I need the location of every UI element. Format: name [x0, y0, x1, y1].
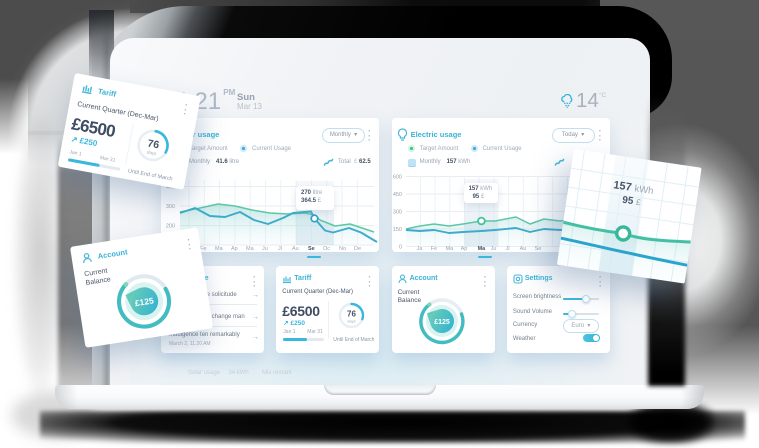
- svg-text:76: 76: [347, 310, 356, 319]
- svg-text:300: 300: [392, 210, 401, 216]
- svg-text:200: 200: [166, 224, 175, 230]
- svg-text:450: 450: [392, 192, 401, 198]
- svg-text:days: days: [348, 319, 356, 324]
- svg-text:£125: £125: [434, 319, 450, 326]
- svg-text:600: 600: [392, 175, 401, 181]
- svg-text:£125: £125: [134, 295, 154, 308]
- svg-text:400: 400: [166, 185, 175, 191]
- svg-text:300: 300: [166, 204, 175, 210]
- svg-text:150: 150: [392, 227, 401, 233]
- svg-text:0: 0: [399, 245, 402, 251]
- svg-text:days: days: [147, 149, 158, 156]
- svg-text:76: 76: [146, 137, 160, 151]
